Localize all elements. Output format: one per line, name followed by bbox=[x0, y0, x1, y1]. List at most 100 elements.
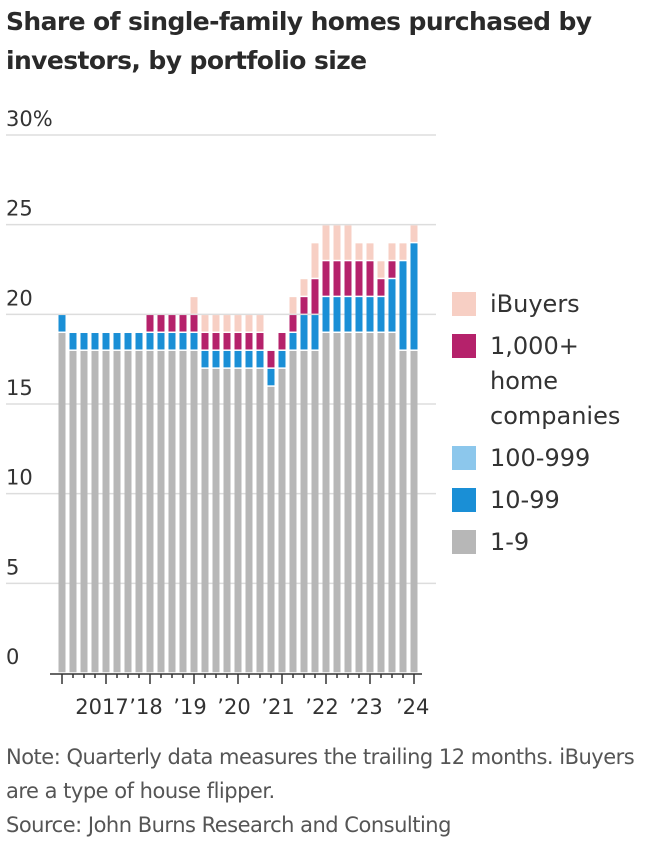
bar-segment-10-99 bbox=[366, 297, 374, 332]
bar-segment-1-000-home-companies bbox=[300, 297, 308, 314]
bar-segment-1-9 bbox=[223, 368, 231, 673]
bar-segment-1-000-home-companies bbox=[190, 315, 198, 332]
bar-segment-10-99 bbox=[223, 350, 231, 368]
bar-segment-10-99 bbox=[124, 333, 132, 350]
bar-segment-1-9 bbox=[377, 333, 385, 673]
bar-segment-1-9 bbox=[102, 350, 110, 673]
bar-segment-1-000-home-companies bbox=[168, 315, 176, 332]
bar-segment-ibuyers bbox=[322, 225, 330, 260]
x-tick-label: ’20 bbox=[217, 695, 250, 719]
bar-segment-10-99 bbox=[311, 315, 319, 350]
bar-segment-10-99 bbox=[267, 368, 275, 386]
bar-segment-10-99 bbox=[377, 297, 385, 332]
legend-label: iBuyers bbox=[490, 290, 580, 318]
bar-segment-1-9 bbox=[146, 350, 154, 673]
bar-segment-1-000-home-companies bbox=[311, 279, 319, 314]
bar-segment-1-9 bbox=[124, 350, 132, 673]
legend-label: 100-999 bbox=[490, 444, 591, 472]
bar-segment-10-99 bbox=[179, 333, 187, 350]
bar-segment-1-9 bbox=[234, 368, 242, 673]
y-tick-label: 5 bbox=[6, 555, 19, 579]
legend: iBuyers 1,000+ home companies 100-999 10-99… bbox=[452, 287, 650, 567]
bar-segment-1-000-home-companies bbox=[256, 333, 264, 350]
bar-segment-1-9 bbox=[113, 350, 121, 673]
bar-segment-10-99 bbox=[190, 333, 198, 350]
bar-segment-10-99 bbox=[388, 279, 396, 332]
bar-segment-1-9 bbox=[322, 333, 330, 673]
bar-segment-1-000-home-companies bbox=[179, 315, 187, 332]
bar-segment-ibuyers bbox=[399, 243, 407, 260]
legend-swatch bbox=[452, 446, 476, 470]
bar-segment-1-9 bbox=[355, 333, 363, 673]
bar-segment-1-9 bbox=[289, 350, 297, 673]
bar-segment-ibuyers bbox=[223, 315, 231, 332]
x-tick-label: 2017 bbox=[75, 695, 128, 719]
bar-segment-10-99 bbox=[256, 350, 264, 368]
bar-segment-10-99 bbox=[410, 243, 418, 350]
legend-item: 1-9 bbox=[452, 525, 650, 560]
bar-segment-1-000-home-companies bbox=[267, 350, 275, 368]
legend-item: 100-999 bbox=[452, 441, 650, 476]
y-tick-label: 25 bbox=[6, 197, 33, 221]
legend-item: 10-99 bbox=[452, 483, 650, 518]
stacked-bar-chart: 0 5 10 15 20 25 30% 2017’18 ’19 ’20 ’21 ’22 ’23 ’24 bbox=[6, 107, 436, 719]
y-tick-label: 0 bbox=[6, 645, 19, 669]
y-tick-label: 10 bbox=[6, 466, 33, 490]
bar-segment-10-99 bbox=[80, 333, 88, 350]
bar-segment-1-9 bbox=[344, 333, 352, 673]
y-axis-ticks: 0 5 10 15 20 25 30% bbox=[6, 107, 53, 669]
bar-segment-ibuyers bbox=[201, 315, 209, 332]
bar-segment-10-99 bbox=[201, 350, 209, 368]
bar-segment-ibuyers bbox=[366, 243, 374, 260]
bar-segment-1-9 bbox=[190, 350, 198, 673]
bar-segment-10-99 bbox=[168, 333, 176, 350]
x-tick-label: ’19 bbox=[173, 695, 206, 719]
bar-segment-1-9 bbox=[300, 350, 308, 673]
bar-segment-10-99 bbox=[91, 333, 99, 350]
bar-segment-1-000-home-companies bbox=[278, 333, 286, 350]
bar-segment-1-000-home-companies bbox=[388, 261, 396, 278]
bar-segment-1-9 bbox=[58, 333, 66, 673]
bar-segment-10-99 bbox=[322, 297, 330, 332]
bar-segment-1-000-home-companies bbox=[201, 333, 209, 350]
bar-segment-1-000-home-companies bbox=[333, 261, 341, 296]
bar-segment-1-000-home-companies bbox=[234, 333, 242, 350]
x-axis: 2017’18 ’19 ’20 ’21 ’22 ’23 ’24 bbox=[50, 673, 429, 719]
bar-segment-ibuyers bbox=[234, 315, 242, 332]
bar-segment-10-99 bbox=[344, 297, 352, 332]
bar-segment-10-99 bbox=[234, 350, 242, 368]
legend-label: 1-9 bbox=[490, 528, 530, 556]
bar-segment-10-99 bbox=[113, 333, 121, 350]
bar-segment-1-000-home-companies bbox=[289, 315, 297, 332]
bar-segment-1-9 bbox=[399, 350, 407, 673]
bar-segment-10-99 bbox=[146, 333, 154, 350]
bar-segment-10-99 bbox=[69, 333, 77, 350]
bar-segment-1-9 bbox=[91, 350, 99, 673]
bar-segment-1-9 bbox=[311, 350, 319, 673]
bar-segment-10-99 bbox=[333, 297, 341, 332]
x-tick-label: ’21 bbox=[261, 695, 294, 719]
bar-segment-1-9 bbox=[80, 350, 88, 673]
bar-segment-1-9 bbox=[212, 368, 220, 673]
bar-segment-10-99 bbox=[399, 261, 407, 350]
bar-segment-1-000-home-companies bbox=[223, 333, 231, 350]
bar-segment-1-9 bbox=[168, 350, 176, 673]
bar-segment-1-000-home-companies bbox=[344, 261, 352, 296]
bar-segment-1-000-home-companies bbox=[146, 315, 154, 332]
bar-segment-1-9 bbox=[69, 350, 77, 673]
bar-segment-ibuyers bbox=[190, 297, 198, 314]
bar-segment-1-9 bbox=[410, 350, 418, 673]
bar-segment-ibuyers bbox=[333, 225, 341, 260]
bar-segment-1-9 bbox=[179, 350, 187, 673]
bar-segment-1-9 bbox=[278, 368, 286, 673]
bar-segment-10-99 bbox=[157, 333, 165, 350]
x-tick-label: ’23 bbox=[349, 695, 382, 719]
bar-segment-ibuyers bbox=[256, 315, 264, 332]
bar-segment-1-9 bbox=[388, 333, 396, 673]
bar-segment-1-000-home-companies bbox=[322, 261, 330, 296]
bar-segment-1-9 bbox=[135, 350, 143, 673]
x-tick-label: ’22 bbox=[305, 695, 338, 719]
bar-segment-ibuyers bbox=[355, 243, 363, 260]
bar-segment-10-99 bbox=[212, 350, 220, 368]
bar-segment-10-99 bbox=[289, 333, 297, 350]
